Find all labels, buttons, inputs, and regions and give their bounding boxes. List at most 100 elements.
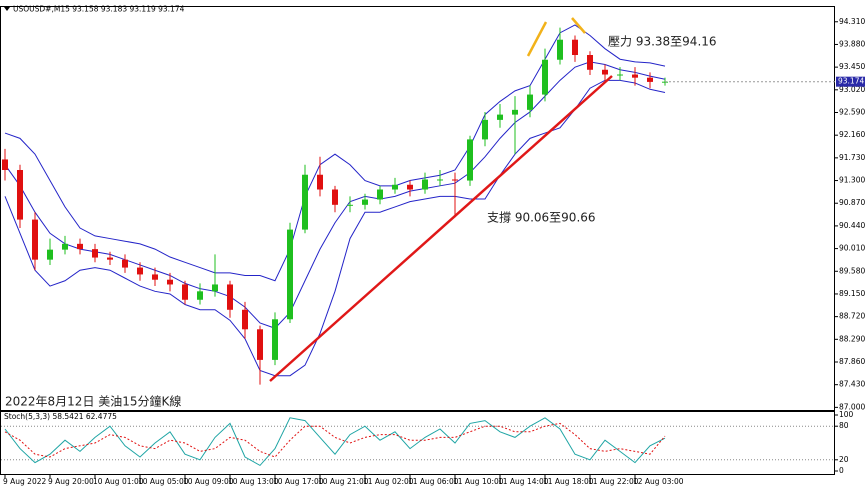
candle-body: [242, 309, 248, 330]
x-tick-label: 11 Aug 18:00: [543, 477, 594, 486]
chart-title: USOUSD#,M15 93.158 93.183 93.119 93.174: [13, 5, 185, 14]
candle-body: [197, 291, 203, 300]
candle-body: [287, 229, 293, 320]
y-tick-label: 92.590: [839, 107, 865, 116]
y-tick-label: 87.430: [839, 380, 865, 389]
candle-body: [77, 243, 83, 250]
x-tick-label: 10 Aug 01:00: [93, 477, 144, 486]
last-price-label: 93.174: [838, 77, 864, 86]
trend-line: [269, 75, 613, 382]
candle-body: [482, 119, 488, 140]
candle-body: [632, 74, 638, 78]
x-tick-label: 11 Aug 22:00: [588, 477, 639, 486]
x-tick-label: 10 Aug 21:00: [318, 477, 369, 486]
candle-body: [557, 39, 563, 60]
stoch-panel-frame: [0, 411, 835, 475]
highlight-arrow: [571, 17, 586, 34]
candle-body: [152, 274, 158, 280]
menu-icon[interactable]: [4, 7, 10, 11]
y-tick-label: 93.020: [839, 85, 865, 94]
support-note: 支撐 90.06至90.66: [487, 211, 596, 225]
candle-body: [392, 184, 398, 190]
y-tick-label: 89.580: [839, 266, 865, 275]
y-tick-label: 0: [839, 466, 844, 475]
candle-body: [617, 74, 623, 76]
candle-body: [647, 77, 653, 82]
candle-body: [542, 59, 548, 95]
candle-body: [317, 174, 323, 190]
bollinger-band: [4, 79, 666, 377]
candle-body: [227, 284, 233, 310]
candle-body: [437, 179, 443, 181]
candle-body: [17, 169, 23, 220]
y-tick-label: 91.730: [839, 153, 865, 162]
candle-body: [362, 199, 368, 205]
candle-body: [272, 319, 278, 360]
x-tick-label: 11 Aug 02:00: [363, 477, 414, 486]
y-tick-label: 100: [839, 410, 854, 419]
candle-body: [182, 284, 188, 300]
y-tick-label: 87.000: [839, 402, 865, 411]
bollinger-band: [4, 61, 666, 329]
candle-body: [332, 189, 338, 205]
candle-body: [92, 249, 98, 258]
x-tick-label: 10 Aug 13:00: [228, 477, 279, 486]
resistance-note: 壓力 93.38至94.16: [608, 35, 717, 49]
x-tick-label: 12 Aug 03:00: [633, 477, 684, 486]
candle-body: [122, 259, 128, 268]
highlight-arrow: [526, 21, 548, 57]
candle-body: [497, 114, 503, 120]
candle-body: [572, 39, 578, 56]
y-tick-label: 90.870: [839, 198, 865, 207]
candle-body: [602, 69, 608, 75]
candle-body: [467, 139, 473, 181]
candle-body: [452, 179, 458, 181]
y-tick-label: 87.860: [839, 357, 865, 366]
x-tick-label: 11 Aug 10:00: [453, 477, 504, 486]
y-tick-label: 80: [839, 421, 849, 430]
candle-body: [62, 243, 68, 250]
y-tick-label: 93.450: [839, 62, 865, 71]
last-price-tag: [836, 76, 865, 87]
y-tick-label: 93.880: [839, 39, 865, 48]
candle-body: [527, 94, 533, 110]
candle-body: [2, 159, 8, 170]
x-tick-label: 11 Aug 14:00: [498, 477, 549, 486]
candle-body: [167, 279, 173, 285]
candle-body: [422, 179, 428, 190]
candle-body: [137, 267, 143, 275]
main-panel-frame: [0, 6, 835, 411]
stoch-line: [4, 417, 666, 467]
x-tick-label: 10 Aug 05:00: [138, 477, 189, 486]
y-tick-label: 90.440: [839, 221, 865, 230]
x-tick-label: 9 Aug 20:00: [48, 477, 94, 486]
y-tick-label: 88.290: [839, 334, 865, 343]
candle-body: [107, 257, 113, 260]
x-tick-label: 10 Aug 17:00: [273, 477, 324, 486]
y-tick-label: 92.160: [839, 130, 865, 139]
stoch-title: Stoch(5,3,3) 58.5421 62.4775: [4, 412, 117, 421]
y-tick-label: 91.300: [839, 176, 865, 185]
candle-body: [377, 189, 383, 200]
candle-body: [212, 284, 218, 292]
y-tick-label: 88.720: [839, 312, 865, 321]
x-tick-label: 10 Aug 09:00: [183, 477, 234, 486]
candle-body: [257, 329, 263, 360]
candle-body: [587, 55, 593, 70]
chart-caption: 2022年8月12日 美油15分鐘K線: [5, 394, 181, 409]
candle-body: [32, 219, 38, 260]
x-tick-label: 11 Aug 06:00: [408, 477, 459, 486]
candle-body: [302, 174, 308, 230]
x-tick-label: 9 Aug 2022: [3, 477, 46, 486]
y-tick-label: 94.310: [839, 17, 865, 26]
candle-body: [47, 249, 53, 260]
candle-body: [407, 184, 413, 190]
y-tick-label: 90.010: [839, 244, 865, 253]
bollinger-band: [4, 24, 666, 282]
candle-body: [512, 109, 518, 115]
candle-body: [347, 204, 353, 206]
y-tick-label: 20: [839, 455, 849, 464]
